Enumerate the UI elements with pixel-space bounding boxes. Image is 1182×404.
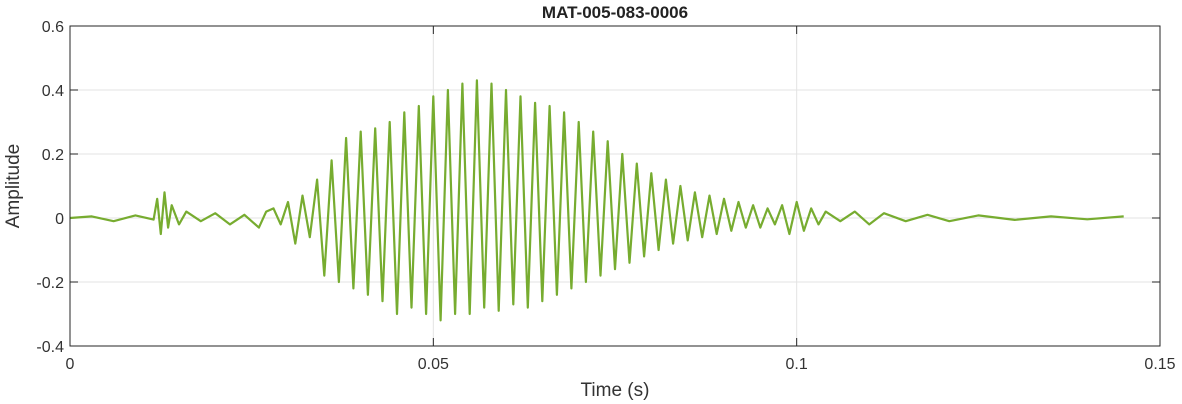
plot-area — [70, 26, 1160, 346]
y-tick-label: 0 — [55, 211, 64, 228]
x-axis-label: Time (s) — [581, 380, 650, 401]
x-tick-label: 0.15 — [1144, 356, 1175, 373]
grid-lines — [70, 26, 1160, 346]
chart-title: MAT-005-083-0006 — [542, 3, 688, 22]
tick-labels: 0 0.05 0.1 0.15 -0.4 -0.2 0 0.2 0.4 0.6 — [36, 19, 1175, 373]
x-tick-label: 0 — [66, 356, 75, 373]
y-tick-label: 0.4 — [42, 83, 64, 100]
y-tick-label: 0.6 — [42, 19, 64, 36]
series-group — [69, 79, 1124, 322]
x-tick-label: 0.1 — [786, 356, 808, 373]
x-tick-label: 0.05 — [418, 356, 449, 373]
y-axis-label: Amplitude — [3, 144, 24, 229]
y-tick-label: 0.2 — [42, 147, 64, 164]
plot-frame — [69, 25, 1161, 347]
y-tick-label: -0.4 — [36, 339, 64, 356]
waveform-line-0 — [69, 79, 1124, 322]
y-tick-label: -0.2 — [36, 275, 64, 292]
